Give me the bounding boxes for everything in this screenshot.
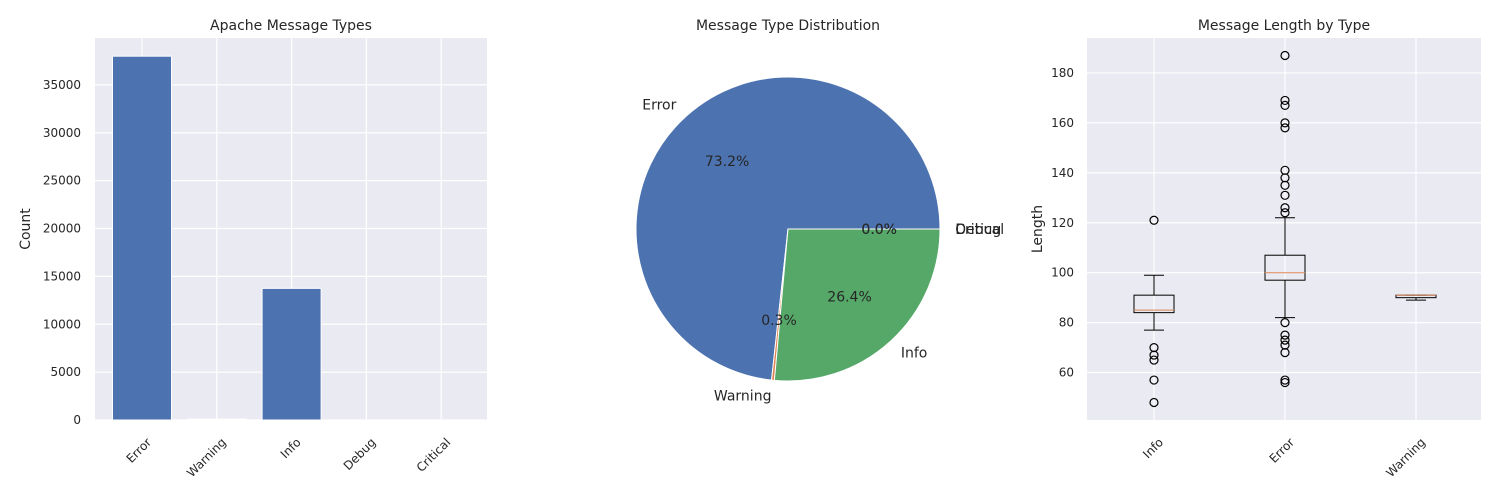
box-flier bbox=[1280, 208, 1290, 218]
box-flier bbox=[1280, 100, 1290, 111]
pie-percent-error: 73.2% bbox=[705, 154, 749, 170]
box-iqr bbox=[1133, 294, 1175, 314]
box-flier bbox=[1280, 95, 1290, 106]
box-plot-y-tick-label: 180 bbox=[1051, 66, 1074, 80]
box-plot-y-tick-label: 80 bbox=[1059, 316, 1074, 330]
box-plot-x-tick-label: Error bbox=[1267, 435, 1298, 466]
box-flier bbox=[1280, 123, 1290, 133]
bar-chart-y-tick-label: 5000 bbox=[50, 365, 81, 379]
box-plot-y-label: Length bbox=[1030, 205, 1046, 253]
pie-label-info: Info bbox=[901, 345, 928, 361]
box-flier bbox=[1280, 118, 1290, 128]
box-flier bbox=[1280, 347, 1290, 358]
bar-chart-x-tick-label: Warning bbox=[184, 435, 229, 480]
box-plot-x-tick-label: Warning bbox=[1383, 435, 1428, 480]
box-plot-x-ticks: Info Error Warning bbox=[1140, 435, 1428, 480]
pie-label-warning: Warning bbox=[714, 388, 772, 404]
bar-chart-title: Apache Message Types bbox=[210, 18, 372, 34]
box-flier bbox=[1149, 215, 1159, 225]
box-info bbox=[1133, 215, 1175, 408]
pie-percent-info: 26.4% bbox=[827, 289, 871, 305]
bar-chart-x-tick-label: Info bbox=[278, 435, 304, 461]
box-plot-y-tick-label: 60 bbox=[1059, 366, 1074, 380]
box-plot-panel: 60 80 100 120 140 160 180 Info Error Warning Mes… bbox=[1030, 18, 1481, 480]
box-warning bbox=[1395, 294, 1437, 301]
bar-chart-y-label: Count bbox=[18, 208, 34, 250]
box-flier bbox=[1280, 180, 1290, 190]
bar-chart-x-tick-label: Error bbox=[124, 435, 155, 466]
bar-chart-y-tick-label: 30000 bbox=[43, 126, 81, 140]
bar-chart-bars bbox=[112, 55, 322, 421]
pie-percent-debug: 0.0% bbox=[861, 222, 897, 238]
bar-chart-y-tick-label: 15000 bbox=[43, 269, 81, 283]
box-flier bbox=[1280, 50, 1290, 61]
bar-error bbox=[112, 55, 172, 421]
box-flier bbox=[1149, 397, 1159, 408]
bar-chart-y-tick-label: 0 bbox=[73, 413, 81, 427]
pie-chart-title: Message Type Distribution bbox=[696, 18, 880, 34]
bar-chart-y-ticks: 0 5000 10000 15000 20000 25000 30000 35000 bbox=[43, 78, 81, 427]
pie-percent-warning: 0.3% bbox=[761, 313, 797, 329]
bar-chart-x-tick-label: Critical bbox=[414, 435, 454, 475]
box-flier bbox=[1280, 377, 1290, 388]
box-iqr bbox=[1264, 254, 1306, 281]
box-flier bbox=[1280, 190, 1290, 200]
bar-chart-x-tick-label: Debug bbox=[341, 435, 379, 473]
box-plot-y-tick-label: 140 bbox=[1051, 166, 1074, 180]
box-flier bbox=[1280, 203, 1290, 213]
box-flier bbox=[1280, 330, 1290, 340]
bar-chart-x-ticks: Error Warning Info Debug Critical bbox=[124, 435, 454, 480]
box-plot-y-tick-label: 100 bbox=[1051, 266, 1074, 280]
box-flier bbox=[1149, 375, 1159, 385]
bar-warning bbox=[186, 418, 247, 421]
box-plot-y-ticks: 60 80 100 120 140 160 180 bbox=[1051, 66, 1074, 380]
bar-chart-y-tick-label: 35000 bbox=[43, 78, 81, 92]
bar-chart-y-tick-label: 10000 bbox=[43, 317, 81, 331]
box-flier bbox=[1280, 375, 1290, 385]
bar-chart-y-tick-label: 25000 bbox=[43, 174, 81, 188]
pie-label-debug: Debug bbox=[955, 222, 1001, 238]
box-flier bbox=[1280, 318, 1290, 328]
box-flier bbox=[1149, 350, 1159, 360]
pie-chart-percentages: 73.2%0.3%26.4%0.0%0.0% bbox=[705, 154, 897, 329]
pie-percent-critical: 0.0% bbox=[861, 222, 897, 238]
box-plot-boxes bbox=[1133, 50, 1437, 408]
box-plot-title: Message Length by Type bbox=[1198, 18, 1370, 34]
pie-slice-info bbox=[773, 228, 941, 382]
bar-chart-y-tick-label: 20000 bbox=[43, 222, 81, 236]
box-plot-y-tick-label: 120 bbox=[1051, 216, 1074, 230]
box-flier bbox=[1280, 335, 1290, 345]
bar-chart-panel: 0 5000 10000 15000 20000 25000 30000 35000 Erro… bbox=[18, 18, 487, 480]
box-plot-y-tick-label: 160 bbox=[1051, 116, 1074, 130]
pie-chart-slices bbox=[635, 76, 941, 382]
box-plot-x-tick-label: Info bbox=[1140, 435, 1166, 461]
pie-label-critical: Critical bbox=[955, 222, 1004, 238]
bar-info bbox=[261, 287, 322, 421]
box-error bbox=[1264, 50, 1306, 388]
box-plot-plot-area bbox=[1087, 38, 1481, 420]
pie-label-error: Error bbox=[642, 98, 676, 114]
box-flier bbox=[1149, 355, 1159, 365]
